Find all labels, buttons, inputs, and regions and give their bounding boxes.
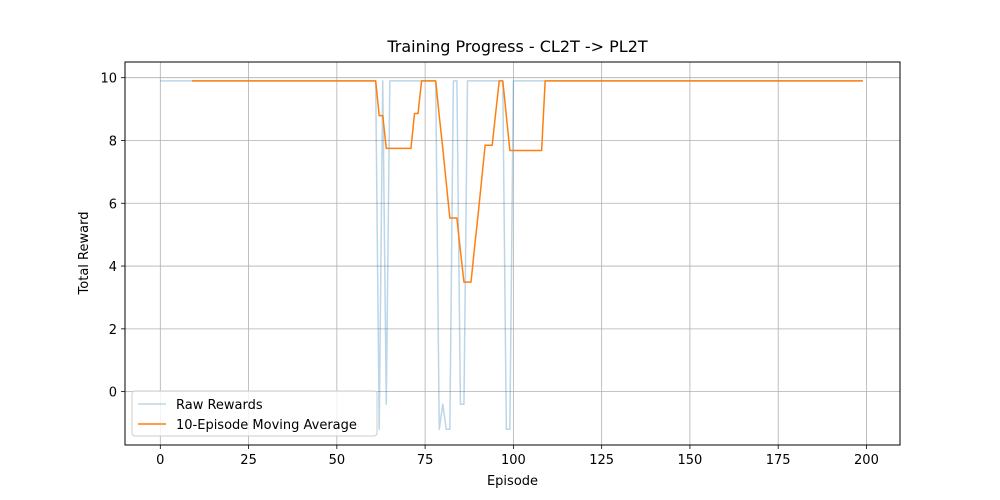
moving-average-line (192, 80, 863, 283)
x-tick-label: 75 (417, 453, 434, 468)
chart-title: Training Progress - CL2T -> PL2T (386, 37, 648, 56)
y-axis-label: Total Reward (77, 212, 92, 296)
grid (125, 62, 900, 445)
raw-rewards-line (160, 80, 863, 431)
x-tick-label: 25 (240, 453, 257, 468)
x-tick-label: 150 (678, 453, 703, 468)
x-tick-label: 200 (854, 453, 879, 468)
y-tick-label: 2 (109, 323, 117, 338)
x-tick-label: 100 (501, 453, 526, 468)
y-tick-label: 8 (109, 134, 117, 149)
legend-label-raw-rewards: Raw Rewards (176, 398, 263, 413)
x-tick-label: 0 (156, 453, 164, 468)
x-tick-label: 50 (329, 453, 346, 468)
ticks: 0 25 50 75 100 125 150 175 200 0 2 4 6 8 10 (100, 72, 878, 468)
y-tick-label: 10 (100, 72, 117, 87)
y-tick-label: 0 (109, 386, 117, 401)
series-layer (160, 80, 863, 431)
x-tick-label: 175 (766, 453, 791, 468)
y-tick-label: 4 (109, 260, 117, 275)
plot-frame (124, 61, 901, 446)
legend: Raw Rewards 10-Episode Moving Average (131, 390, 378, 437)
x-axis-label: Episode (487, 474, 538, 489)
legend-box (131, 390, 378, 437)
y-tick-label: 6 (109, 197, 117, 212)
x-tick-label: 125 (589, 453, 614, 468)
legend-label-moving-average: 10-Episode Moving Average (176, 418, 357, 433)
